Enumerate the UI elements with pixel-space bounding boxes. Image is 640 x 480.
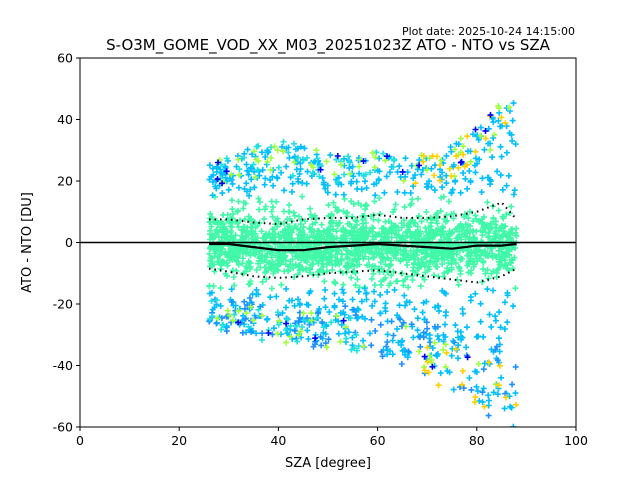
statistics-lines	[80, 201, 576, 284]
y-tick-label: -60	[53, 420, 73, 435]
x-tick-label: 20	[171, 433, 187, 448]
upper-std-line	[209, 201, 518, 226]
y-axis-label: ATO - NTO [DU]	[20, 192, 35, 293]
y-tick-label: 40	[57, 112, 73, 127]
y-tick-label: 60	[57, 51, 73, 66]
y-axis: -60 -40 -20 0 20 40 60	[53, 51, 80, 435]
lower-std-line	[208, 267, 517, 284]
plot-date: Plot date: 2025-10-24 14:15:00	[402, 25, 575, 38]
y-tick-label: 0	[65, 235, 73, 250]
x-axis-label: SZA [degree]	[285, 456, 371, 471]
x-tick-label: 40	[270, 433, 286, 448]
marker-cloud	[206, 295, 519, 419]
mean-line	[209, 242, 517, 252]
data-points	[206, 100, 520, 427]
chart-title: S-O3M_GOME_VOD_XX_M03_20251023Z ATO - NT…	[106, 36, 551, 55]
y-tick-label: 20	[57, 174, 73, 189]
y-tick-label: -40	[53, 358, 73, 373]
x-tick-label: 100	[564, 433, 588, 448]
x-tick-label: 0	[76, 433, 84, 448]
x-tick-label: 80	[469, 433, 485, 448]
x-tick-label: 60	[370, 433, 386, 448]
marker-cloud	[206, 193, 520, 292]
x-axis: 0 20 40 60 80 100	[76, 427, 588, 448]
marker-cloud	[214, 112, 494, 370]
y-tick-label: -20	[53, 297, 73, 312]
